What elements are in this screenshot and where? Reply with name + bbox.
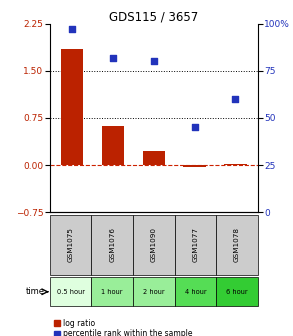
Text: GSM1075: GSM1075 xyxy=(68,227,74,262)
Bar xyxy=(91,215,133,275)
Bar xyxy=(183,165,206,167)
Bar xyxy=(133,277,175,306)
Bar xyxy=(175,215,216,275)
Bar xyxy=(102,126,124,165)
Bar xyxy=(50,277,91,306)
Point xyxy=(70,27,75,32)
Text: 4 hour: 4 hour xyxy=(185,289,206,295)
Bar xyxy=(133,215,175,275)
Text: GSM1077: GSM1077 xyxy=(193,227,198,262)
Text: 2 hour: 2 hour xyxy=(143,289,165,295)
Bar xyxy=(50,215,91,275)
Bar xyxy=(91,277,133,306)
Bar xyxy=(216,277,258,306)
Point xyxy=(233,96,238,102)
Legend: log ratio, percentile rank within the sample: log ratio, percentile rank within the sa… xyxy=(54,319,192,336)
Text: 1 hour: 1 hour xyxy=(101,289,123,295)
Text: 6 hour: 6 hour xyxy=(226,289,248,295)
Bar xyxy=(143,151,165,165)
Text: GSM1078: GSM1078 xyxy=(234,227,240,262)
Point xyxy=(151,58,156,64)
Text: time: time xyxy=(25,287,45,296)
Bar xyxy=(216,215,258,275)
Bar xyxy=(175,277,216,306)
Bar xyxy=(224,164,247,165)
Title: GDS115 / 3657: GDS115 / 3657 xyxy=(109,10,198,24)
Text: GSM1076: GSM1076 xyxy=(109,227,115,262)
Text: 0.5 hour: 0.5 hour xyxy=(57,289,85,295)
Text: GSM1090: GSM1090 xyxy=(151,227,157,262)
Point xyxy=(192,125,197,130)
Point xyxy=(111,55,115,60)
Bar xyxy=(61,49,84,165)
